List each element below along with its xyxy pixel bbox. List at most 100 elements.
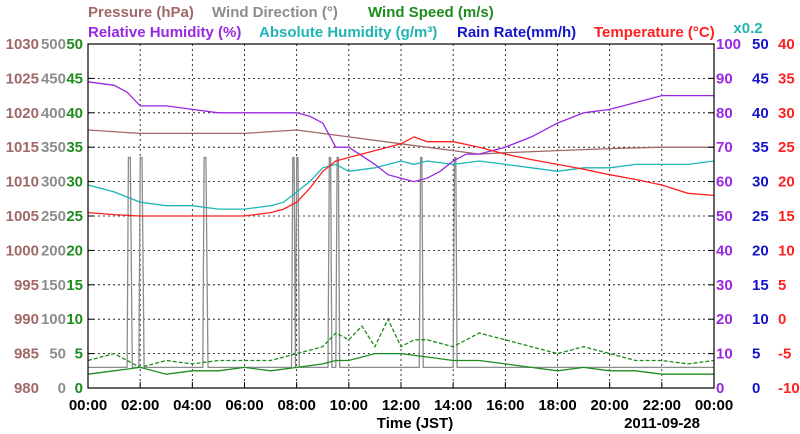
y-tick-label-wind-speed: 40 xyxy=(66,105,83,122)
legend-label: Relative Humidity (%) xyxy=(88,24,241,41)
y-tick-label-wind-speed: 35 xyxy=(66,139,83,156)
x-axis-label: Time (JST) xyxy=(377,415,453,432)
y-tick-label-temperature: 40 xyxy=(778,36,795,53)
x-tick-label: 16:00 xyxy=(486,397,524,414)
legend-label: Pressure (hPa) xyxy=(88,4,194,21)
y-tick-label-wind-direction: 450 xyxy=(41,70,66,87)
y-tick-label-wind-direction: 0 xyxy=(58,380,66,397)
y-tick-label-wind-speed: 30 xyxy=(66,174,83,191)
x-tick-label: 00:00 xyxy=(69,397,107,414)
y-tick-label-pressure: 1030 xyxy=(6,36,39,53)
y-tick-label-wind-speed: 10 xyxy=(66,311,83,328)
y-tick-label-wind-direction: 50 xyxy=(49,346,66,363)
series-line-wind-speed-m-s xyxy=(87,352,714,375)
legend-label: Wind Direction (°) xyxy=(212,4,338,21)
y-tick-label-temperature: 35 xyxy=(778,70,795,87)
x-tick-label: 10:00 xyxy=(330,397,368,414)
series-line-absolute-humidity-g-m xyxy=(87,160,715,210)
y-tick-label-rain-rate: 35 xyxy=(752,139,769,156)
y-tick-label-relative-humidity: 80 xyxy=(716,105,733,122)
y-tick-label-temperature: -10 xyxy=(778,380,800,397)
y-tick-label-wind-direction: 300 xyxy=(41,174,66,191)
y-tick-label-pressure: 990 xyxy=(14,311,39,328)
y-tick-label-pressure: 1015 xyxy=(6,139,39,156)
x-tick-label: 06:00 xyxy=(225,397,263,414)
y-tick-label-relative-humidity: 100 xyxy=(716,36,741,53)
y-tick-label-wind-speed: 20 xyxy=(66,242,83,259)
y-tick-label-temperature: 25 xyxy=(778,139,795,156)
y-tick-label-wind-speed: 0 xyxy=(75,380,83,397)
chart-legend: Pressure (hPa) Wind Direction (°) Wind Spe… xyxy=(88,4,715,41)
y-tick-label-rain-rate: 50 xyxy=(752,36,769,53)
y-tick-label-wind-speed: 45 xyxy=(66,70,83,87)
chart-series xyxy=(87,81,715,375)
y-tick-label-wind-direction: 250 xyxy=(41,208,66,225)
x-tick-label: 08:00 xyxy=(277,397,315,414)
y-tick-label-relative-humidity: 60 xyxy=(716,174,733,191)
y-tick-label-wind-direction: 500 xyxy=(41,36,66,53)
y-tick-label-temperature: 30 xyxy=(778,105,795,122)
y-tick-label-wind-speed: 5 xyxy=(75,346,83,363)
x-tick-label: 12:00 xyxy=(382,397,420,414)
y-tick-label-rain-rate: 15 xyxy=(752,277,769,294)
y-tick-label-pressure: 1025 xyxy=(6,70,39,87)
y-tick-label-relative-humidity: 40 xyxy=(716,242,733,259)
x-tick-label: 22:00 xyxy=(643,397,681,414)
y-tick-label-wind-direction: 350 xyxy=(41,139,66,156)
y-tick-label-temperature: 15 xyxy=(778,208,795,225)
legend-label: Rain Rate(mm/h) xyxy=(457,24,576,41)
y-tick-label-wind-direction: 100 xyxy=(41,311,66,328)
y-tick-label-wind-speed: 15 xyxy=(66,277,83,294)
y-tick-label-temperature: 20 xyxy=(778,174,795,191)
y-tick-label-rain-rate: 30 xyxy=(752,174,769,191)
y-tick-label-temperature: 0 xyxy=(778,311,786,328)
y-tick-label-rain-rate: 20 xyxy=(752,242,769,259)
y-axis-ticks: 9809859909951000100510101015102010251030… xyxy=(6,36,800,397)
x-tick-label: 02:00 xyxy=(121,397,159,414)
series-line-wind-speed-m-s-gust xyxy=(87,317,715,369)
y-tick-label-rain-rate: 10 xyxy=(752,311,769,328)
x-tick-label: 18:00 xyxy=(538,397,576,414)
y-tick-label-pressure: 980 xyxy=(14,380,39,397)
y-tick-label-wind-direction: 200 xyxy=(41,242,66,259)
y-tick-label-rain-rate: 45 xyxy=(752,70,769,87)
y-tick-label-relative-humidity: 30 xyxy=(716,277,733,294)
y-tick-label-wind-speed: 25 xyxy=(66,208,83,225)
y-tick-label-rain-rate: 5 xyxy=(752,346,760,363)
y-tick-label-wind-speed: 50 xyxy=(66,36,83,53)
y-tick-label-temperature: -5 xyxy=(778,346,791,363)
x-tick-label: 14:00 xyxy=(434,397,472,414)
y-tick-label-temperature: 5 xyxy=(778,277,786,294)
y-tick-label-wind-direction: 400 xyxy=(41,105,66,122)
y-tick-label-wind-direction: 150 xyxy=(41,277,66,294)
chart-date: 2011-09-28 xyxy=(624,415,700,432)
y-tick-label-temperature: 10 xyxy=(778,242,795,259)
y-tick-label-relative-humidity: 50 xyxy=(716,208,733,225)
y-tick-label-pressure: 1000 xyxy=(6,242,39,259)
x-tick-label: 20:00 xyxy=(590,397,628,414)
series-line-pressure-hpa xyxy=(87,129,714,155)
absolute-humidity-scale-note: x0.2 xyxy=(733,20,762,37)
y-tick-label-pressure: 1020 xyxy=(6,105,39,122)
y-tick-label-relative-humidity: 20 xyxy=(716,311,733,328)
legend-label: Wind Speed (m/s) xyxy=(368,4,494,21)
y-tick-label-relative-humidity: 10 xyxy=(716,346,733,363)
y-tick-label-relative-humidity: 0 xyxy=(716,380,724,397)
y-tick-label-pressure: 985 xyxy=(14,346,39,363)
series-line-temperature-c xyxy=(87,136,715,217)
x-axis-ticks: 00:00 02:00 04:00 06:00 08:00 10:00 12:00 14:00… xyxy=(69,382,733,414)
series-line-relative-humidity xyxy=(87,81,714,183)
y-tick-label-rain-rate: 25 xyxy=(752,208,769,225)
legend-label: Absolute Humidity (g/m³) xyxy=(259,24,437,41)
x-tick-label: 00:00 xyxy=(695,397,733,414)
x-tick-label: 04:00 xyxy=(173,397,211,414)
y-tick-label-relative-humidity: 90 xyxy=(716,70,733,87)
y-tick-label-pressure: 995 xyxy=(14,277,39,294)
y-tick-label-relative-humidity: 70 xyxy=(716,139,733,156)
y-tick-label-rain-rate: 0 xyxy=(752,380,760,397)
y-tick-label-pressure: 1005 xyxy=(6,208,39,225)
legend-label: Temperature (°C) xyxy=(594,24,715,41)
y-tick-label-pressure: 1010 xyxy=(6,174,39,191)
y-tick-label-rain-rate: 40 xyxy=(752,105,769,122)
